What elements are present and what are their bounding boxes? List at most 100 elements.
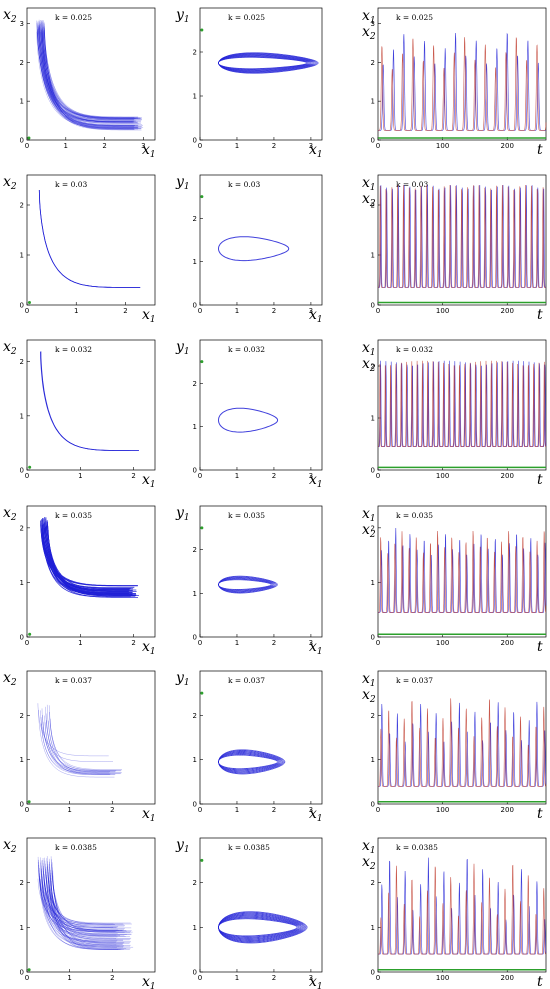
x-tick-label: 3 [309,639,313,647]
series-line-x2 [378,863,546,955]
x-tick-label: 1 [74,307,78,315]
x-axis-label: t [537,806,543,822]
y-tick-label: 0 [20,801,24,809]
x-tick-label: 2 [272,472,276,480]
x-tick-label: 1 [78,639,82,647]
x-tick-label: 3 [309,142,313,150]
y-tick-label: 2 [20,59,24,67]
trajectory-curve [43,527,133,594]
axes-frame [199,670,323,805]
trajectory-curve [41,708,110,774]
x-tick-label: 1 [78,472,82,480]
y-tick-label: 0 [20,969,24,977]
k-annotation: k = 0.0385 [396,843,438,852]
trajectory-curve [43,876,125,927]
y-tick-label: 2 [193,712,197,720]
y-tick-label: 1 [193,258,197,266]
panel-phase_x1_y1-row-2: 0 1 2 3 0 1 2 k = 0.032 x1 y1 [175,339,323,490]
y-tick-label: 1 [193,93,197,101]
x-tick-label: 200 [501,806,514,814]
k-annotation: k = 0.037 [55,676,92,685]
x-tick-label: 1 [235,472,239,480]
x-axis-label: x1 [142,974,156,989]
trajectory-curve [50,877,117,942]
x-tick-label: 0 [376,142,380,150]
x-axis-label: t [537,974,543,989]
x-tick-label: 0 [25,806,29,814]
y-tick-label: 2 [371,363,375,371]
x-tick-label: 0 [376,307,380,315]
equilibrium-point [27,136,31,140]
x-axis-label: x1 [309,974,323,989]
k-annotation: k = 0.032 [55,345,92,354]
x-tick-label: 2 [102,142,106,150]
x-axis-label: t [537,142,543,158]
x-axis-label: x1 [309,307,323,325]
y-tick-label: 0 [193,467,197,475]
y-axis-label: y1 [175,7,190,25]
x-tick-label: 2 [272,806,276,814]
axes-frame [199,174,323,306]
equilibrium-point [200,526,204,530]
equilibrium-point [200,360,204,364]
x-tick-label: 0 [25,142,29,150]
x-tick-label: 1 [235,142,239,150]
y-tick-label: 2 [193,380,197,388]
axes-frame [199,7,323,141]
x-tick-label: 1 [235,307,239,315]
axes-frame [377,174,547,306]
trajectory-curve [44,715,116,775]
axes-frame [26,174,156,306]
trajectory-curve [44,521,129,591]
series-line-x2 [378,184,546,288]
trajectory-curve [40,30,138,128]
y-tick-label: 2 [20,879,24,887]
orbit-curve [217,407,279,433]
trajectory-curve [37,32,142,127]
y-axis-label: y1 [175,837,190,855]
x-tick-label: 1 [235,806,239,814]
axes-frame [377,339,547,471]
y-tick-label: 1 [371,756,375,764]
x-axis-label: x1 [142,806,156,824]
trajectory-curve [37,23,135,126]
x-tick-label: 3 [309,472,313,480]
trajectory-curve [41,26,135,130]
x-tick-label: 2 [272,639,276,647]
k-annotation: k = 0.03 [55,180,88,189]
axes-frame [199,505,323,638]
y-tick-label: 0 [20,467,24,475]
x-tick-label: 100 [436,307,449,315]
x-tick-label: 0 [198,806,202,814]
y-tick-label: 3 [371,20,375,28]
x-tick-label: 0 [376,639,380,647]
trajectory-curve [38,861,126,937]
trajectory-curve [39,881,127,949]
y-axis-label: y1 [175,174,190,192]
y-axis-label: x2 [3,505,17,523]
trajectory-curve [41,878,125,930]
trajectory-curve [36,20,141,130]
x-axis-label: x1 [142,472,156,490]
y-axis-label: x2 [3,339,17,357]
equilibrium-point [200,28,204,32]
trajectory-curve [42,721,121,772]
trajectory-curve [38,22,135,126]
axes-frame [377,837,547,973]
y-tick-label: 2 [193,215,197,223]
trajectory-curve [36,31,139,128]
x-tick-label: 100 [436,974,449,982]
x-axis-label: x1 [309,472,323,490]
trajectory-curve [38,189,141,288]
y-tick-label: 1 [20,579,24,587]
equilibrium-point [28,465,32,469]
y-tick-label: 1 [20,412,24,420]
equilibrium-point [200,691,204,695]
x-axis-label: t [537,307,543,323]
x-tick-label: 2 [110,974,114,982]
trajectory-curve [46,529,137,591]
x-tick-label: 0 [376,472,380,480]
x-tick-label: 200 [501,974,514,982]
